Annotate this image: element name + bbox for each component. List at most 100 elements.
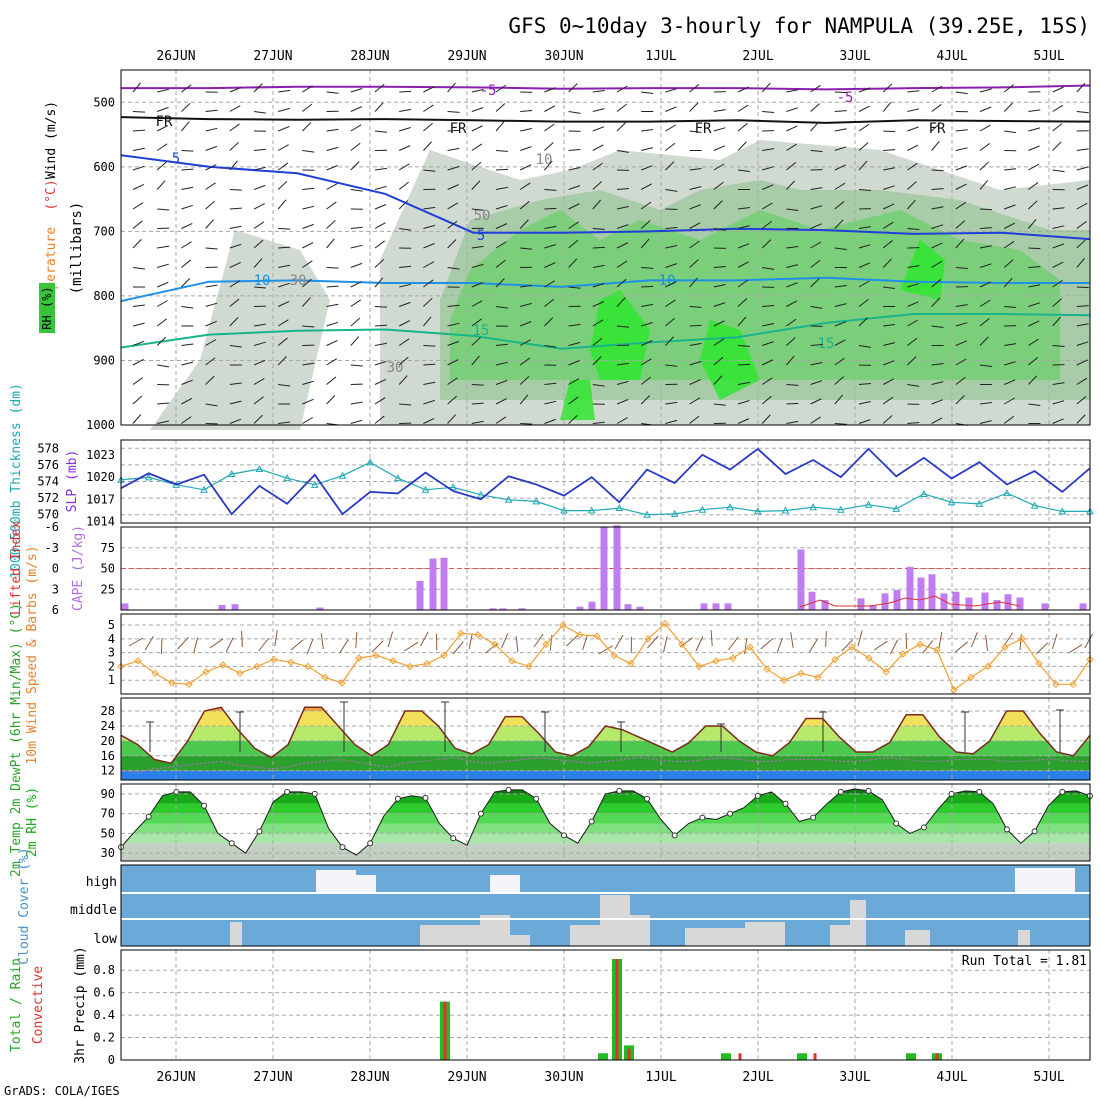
wind-barb	[689, 324, 702, 327]
wind-barb	[423, 261, 435, 268]
wind-barb	[423, 345, 436, 347]
wind-barb	[955, 129, 968, 132]
cape-bar	[416, 580, 424, 610]
wind-barb	[495, 241, 507, 249]
date-label-top: 4JUL	[936, 49, 967, 64]
wind-speed-point	[423, 659, 431, 668]
thickness-line	[120, 461, 1090, 516]
wind-barb	[374, 185, 387, 190]
wind-barb	[423, 297, 433, 307]
date-label-bottom: 29JUN	[447, 1070, 486, 1085]
wind-barb	[544, 418, 556, 424]
wind-barb	[495, 361, 508, 366]
wind-barb	[737, 381, 750, 385]
y-tick-label: 578	[37, 441, 59, 455]
wind-barb	[520, 247, 533, 250]
wind-barb	[883, 167, 896, 171]
rh-point	[810, 814, 817, 821]
wind-barb	[786, 107, 798, 112]
wind-barb	[229, 141, 239, 151]
wind-barb	[423, 169, 436, 172]
wind-speed-point	[134, 657, 142, 665]
wind-barb	[520, 423, 533, 425]
wind-barb	[1028, 109, 1041, 112]
date-label-top: 26JUN	[156, 49, 195, 64]
wind-speed-point	[1069, 680, 1077, 689]
wind-speed-point	[695, 662, 703, 671]
wind-barb	[326, 128, 339, 132]
wind-frame	[120, 613, 1091, 695]
wind-barb	[423, 417, 435, 424]
wind-barb	[592, 108, 605, 112]
wind-barb	[277, 180, 288, 190]
wind-barb	[689, 204, 701, 210]
wind-barb	[665, 106, 677, 112]
wind-barb	[979, 124, 991, 132]
wind-barb	[205, 403, 218, 407]
wind-barb	[205, 109, 218, 112]
wind-barb	[1076, 184, 1089, 190]
wind-barb	[350, 124, 362, 132]
wind-barb	[326, 201, 337, 210]
wind-barb-10m	[985, 635, 989, 652]
wind-barb	[810, 241, 822, 249]
wind-barb	[907, 356, 917, 366]
wind-speed-point	[440, 651, 448, 660]
wind-barb	[1076, 359, 1088, 366]
wind-barb	[229, 105, 241, 112]
wind-barb	[205, 339, 217, 346]
cloud-clear-patch	[480, 915, 510, 946]
wind-barb	[398, 145, 411, 151]
wind-barb	[302, 380, 315, 385]
wind-barb	[471, 161, 482, 171]
wind-barb	[495, 259, 506, 268]
date-label-top: 2JUL	[742, 49, 773, 64]
wind-barb	[931, 188, 944, 190]
wind-barb	[592, 228, 605, 230]
li-tick-label: 0	[52, 562, 59, 576]
wind-barb	[858, 317, 868, 327]
y-tick-label: 700	[93, 224, 115, 238]
wind-barb	[858, 105, 870, 112]
wind-speed-point	[1052, 680, 1060, 689]
wind-barb	[641, 147, 653, 151]
wind-barb	[931, 260, 943, 268]
wind-barb	[955, 304, 968, 307]
precip-total-bar	[721, 1053, 731, 1060]
wind-barb	[205, 302, 218, 307]
cape-bar	[588, 601, 596, 610]
cape-bar	[1041, 603, 1049, 610]
wind-barb	[278, 107, 290, 112]
wind-barb	[326, 321, 339, 327]
precip-axis-label: 3hr Precip (mm)	[73, 946, 88, 1063]
wind-barb	[520, 109, 533, 112]
wind-barb	[229, 382, 242, 385]
wind-barb-10m	[873, 640, 888, 651]
wind-barb	[229, 160, 238, 171]
wind-barb	[156, 161, 167, 171]
wind-barb	[447, 414, 457, 424]
wind-barb	[181, 121, 190, 132]
wind-barb	[665, 299, 676, 307]
wind-barb	[762, 341, 774, 346]
cloud-axis-label: Cloud Cover (%)	[17, 847, 32, 964]
wind-speed-point	[610, 651, 618, 660]
wind-barb	[907, 90, 920, 93]
wind-barb	[979, 161, 990, 171]
wind-barb	[398, 375, 408, 385]
wind-barb	[931, 242, 943, 249]
wind-barb	[253, 239, 264, 249]
wind-barb	[350, 88, 363, 93]
wind-barb	[786, 384, 799, 386]
wind-barb	[689, 415, 700, 424]
wind-speed-point	[151, 669, 159, 678]
wind-speed-point	[882, 668, 890, 676]
wind-speed-point	[236, 669, 244, 678]
thickness-point	[227, 469, 236, 478]
cape-bar	[821, 600, 829, 610]
wind-barb	[1076, 414, 1086, 424]
wind-barb	[761, 395, 772, 405]
cloud-clear-patch	[356, 875, 376, 893]
y-tick-label: 30	[101, 846, 115, 860]
wind-barb-10m	[679, 637, 694, 648]
